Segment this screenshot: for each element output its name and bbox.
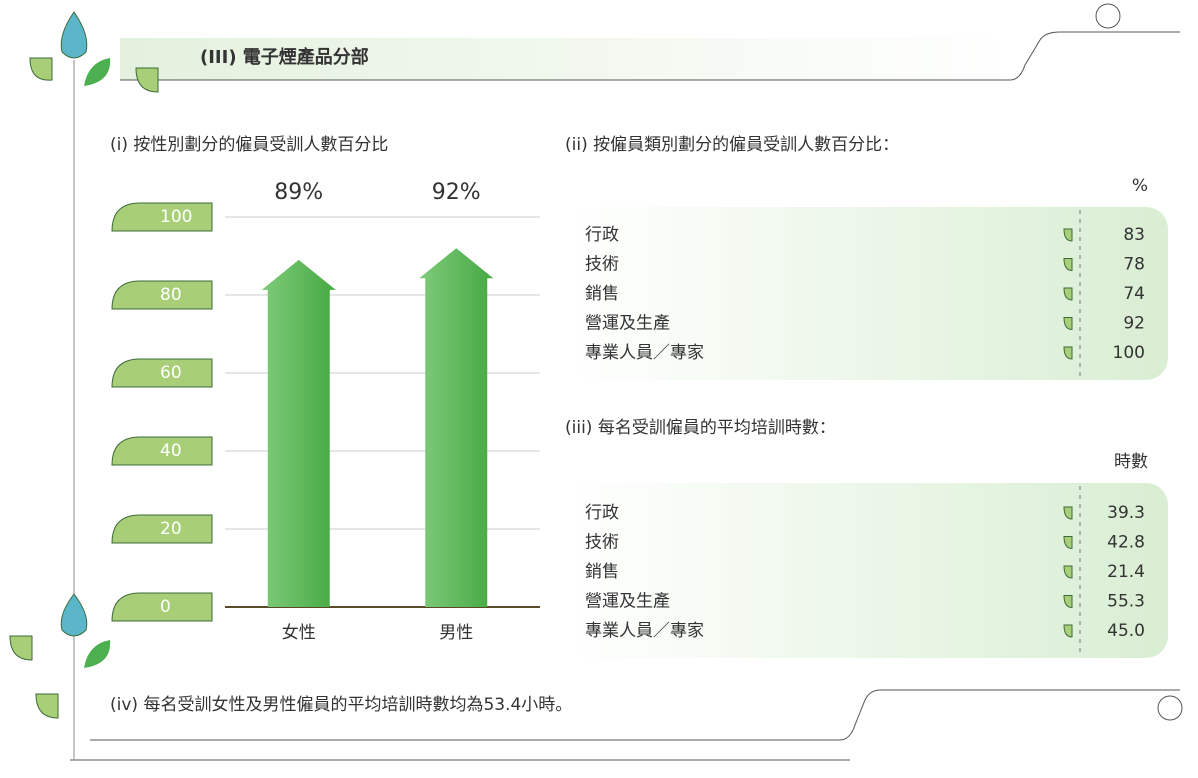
table-unit: 時數 [1114, 452, 1148, 472]
row-label: 技術 [585, 533, 619, 553]
x-tick-label: 男性 [439, 623, 473, 643]
row-label: 營運及生產 [585, 592, 670, 612]
section-title: (III) 電子煙產品分部 [200, 46, 369, 68]
row-value: 74 [1123, 284, 1145, 304]
leaf-deco [84, 58, 110, 86]
leaf-deco [61, 12, 87, 58]
leaf-deco [61, 594, 87, 636]
row-label: 專業人員／專家 [585, 343, 704, 363]
row-label: 銷售 [585, 562, 619, 582]
table-title: (iii) 每名受訓僱員的平均培訓時數： [565, 418, 836, 438]
row-label: 銷售 [585, 284, 619, 304]
row-value: 45.0 [1107, 621, 1145, 641]
table-title: (ii) 按僱員類別劃分的僱員受訓人數百分比： [565, 135, 899, 155]
row-label: 營運及生產 [585, 314, 670, 334]
leaf-deco [30, 58, 52, 80]
row-value: 55.3 [1107, 592, 1145, 612]
row-value: 21.4 [1107, 562, 1145, 582]
leaf-deco [136, 68, 158, 92]
bar [419, 248, 493, 607]
note: (iv) 每名受訓女性及男性僱員的平均培訓時數均為53.4小時。 [110, 695, 572, 715]
value-label: 92% [432, 180, 481, 205]
y-tick-label: 20 [160, 519, 182, 539]
leaf-deco [10, 636, 32, 660]
row-value: 42.8 [1107, 533, 1145, 553]
row-value: 100 [1113, 343, 1145, 363]
table-unit: % [1132, 176, 1148, 196]
page: (III) 電子煙產品分部 (i) 按性別劃分的僱員受訓人數百分比 (ii) 按… [0, 0, 1198, 778]
y-tick-label: 60 [160, 363, 182, 383]
logo-deco [1096, 4, 1120, 28]
row-value: 39.3 [1107, 503, 1145, 523]
page-canvas: (III) 電子煙產品分部 (i) 按性別劃分的僱員受訓人數百分比 (ii) 按… [0, 0, 1198, 774]
value-label: 89% [274, 180, 323, 205]
y-tick-label: 0 [160, 597, 171, 617]
row-label: 專業人員／專家 [585, 621, 704, 641]
row-value: 78 [1123, 255, 1145, 275]
y-tick-label: 100 [160, 207, 192, 227]
y-tick-label: 80 [160, 285, 182, 305]
logo-deco [1158, 696, 1182, 720]
leaf-deco [36, 694, 58, 718]
row-label: 技術 [585, 255, 619, 275]
y-tick-label: 40 [160, 441, 182, 461]
bar [262, 260, 336, 607]
x-tick-label: 女性 [282, 623, 316, 643]
row-label: 行政 [585, 225, 619, 245]
row-value: 83 [1123, 225, 1145, 245]
chart-title: (i) 按性別劃分的僱員受訓人數百分比 [110, 135, 388, 155]
leaf-deco [84, 640, 110, 668]
row-label: 行政 [585, 503, 619, 523]
row-value: 92 [1123, 314, 1145, 334]
